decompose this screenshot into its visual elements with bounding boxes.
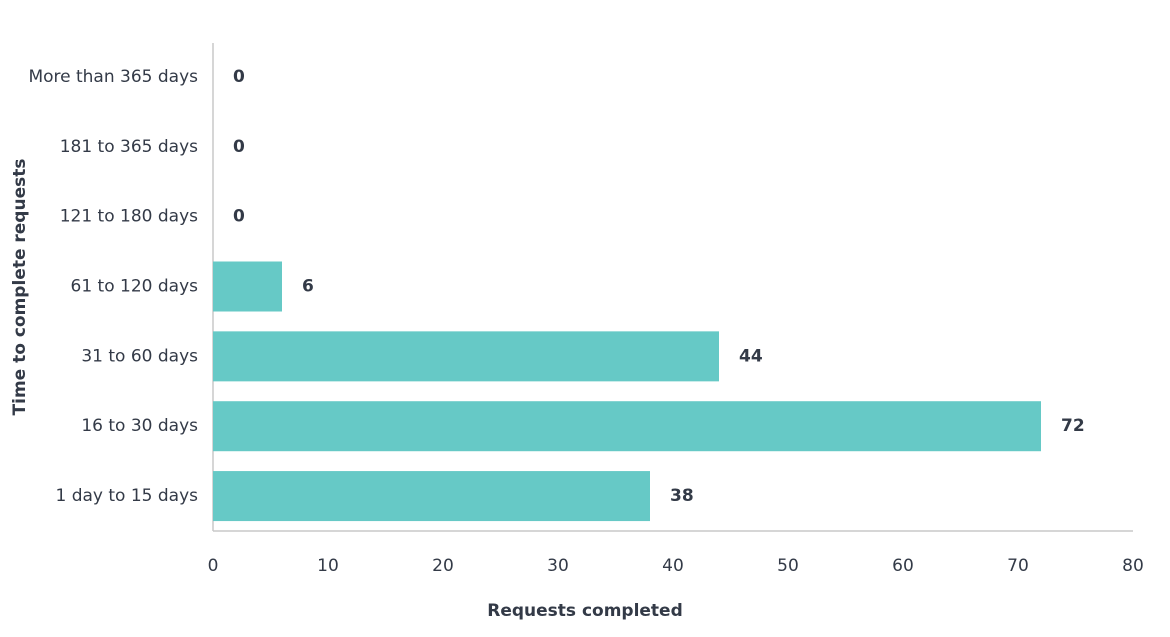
data-label: 0	[233, 67, 245, 87]
y-tick-label: 1 day to 15 days	[55, 486, 198, 506]
x-tick-label: 50	[777, 556, 799, 576]
data-label: 0	[233, 207, 245, 227]
y-tick-label: More than 365 days	[28, 67, 198, 87]
x-tick-label: 60	[892, 556, 914, 576]
y-tick-label: 61 to 120 days	[71, 277, 199, 297]
data-label: 38	[670, 486, 694, 506]
data-label: 6	[302, 277, 314, 297]
x-tick-label: 20	[432, 556, 454, 576]
x-tick-label: 30	[547, 556, 569, 576]
x-tick-label: 70	[1007, 556, 1029, 576]
y-tick-label: 181 to 365 days	[60, 137, 198, 157]
x-axis-label: Requests completed	[487, 601, 683, 621]
bar	[213, 401, 1041, 452]
y-axis-label: Time to complete requests	[10, 159, 30, 416]
bar	[213, 331, 719, 382]
bar	[213, 261, 282, 312]
x-tick-label: 40	[662, 556, 684, 576]
data-label: 72	[1061, 416, 1085, 436]
x-tick-label: 0	[208, 556, 219, 576]
y-tick-label: 16 to 30 days	[81, 416, 198, 436]
x-tick-label: 80	[1122, 556, 1144, 576]
y-tick-label: 121 to 180 days	[60, 207, 198, 227]
x-tick-label: 10	[317, 556, 339, 576]
data-label: 44	[739, 346, 763, 366]
data-label: 0	[233, 137, 245, 157]
y-tick-label: 31 to 60 days	[81, 346, 198, 366]
bar	[213, 471, 650, 522]
